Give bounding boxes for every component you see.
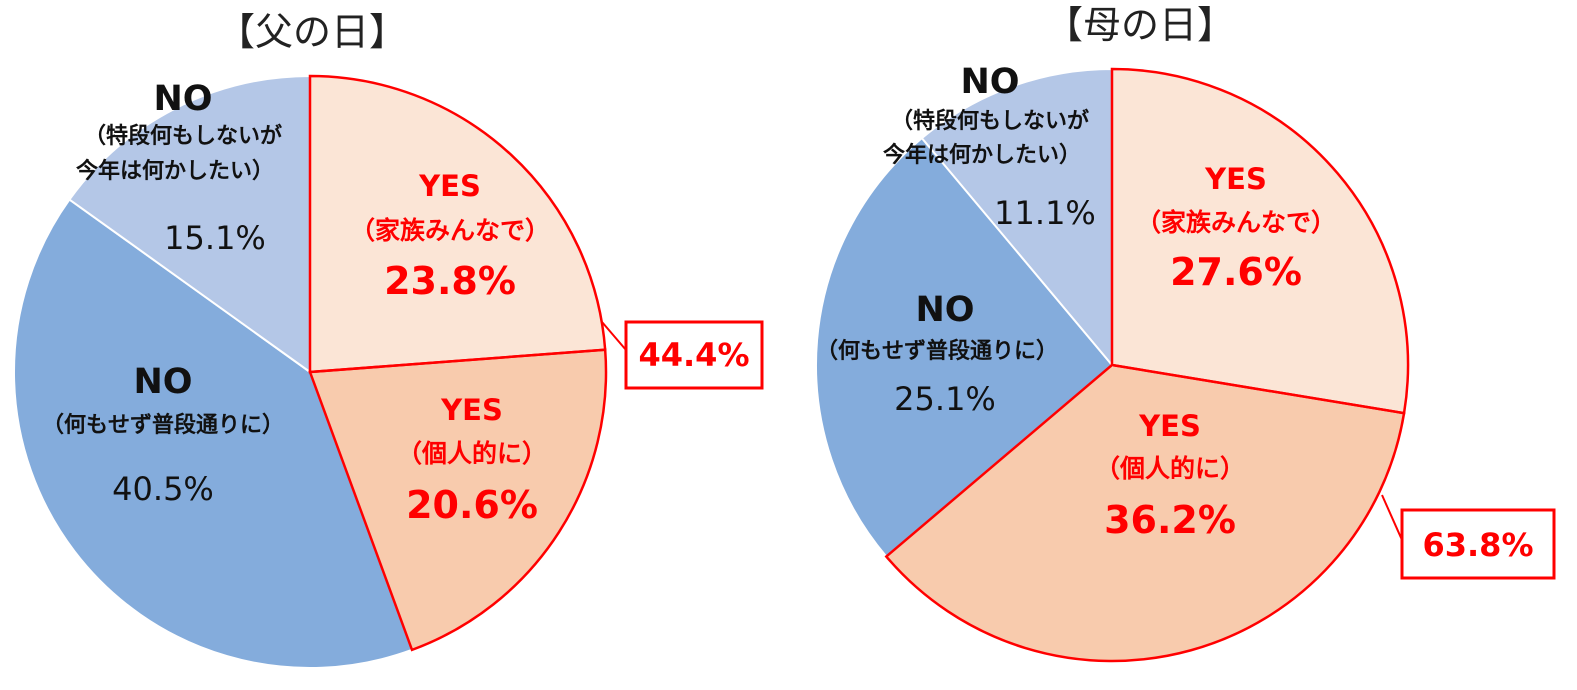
mothers-yes-personal-sublabel: （個人的に） bbox=[1095, 454, 1245, 483]
fathers-day-slice-no-usual bbox=[12, 198, 414, 669]
mothers-no-usual-label: NO bbox=[915, 290, 974, 330]
fathers-yes-family-sublabel: （家族みんなで） bbox=[350, 216, 550, 245]
fathers-yes-personal-sublabel: （個人的に） bbox=[397, 439, 547, 468]
fathers-yes-total-leader bbox=[601, 321, 627, 351]
mothers-no-want-value: 11.1% bbox=[994, 194, 1096, 232]
fathers-no-want-sublabel-line1: （特段何もしないが bbox=[84, 123, 282, 149]
fathers-no-want-sublabel-line2: 今年は何かしたい） bbox=[76, 158, 274, 184]
mothers-yes-total-box bbox=[1400, 508, 1556, 580]
mothers-yes-total-value: 63.8% bbox=[1422, 526, 1533, 564]
mothers-day-slice-yes-family bbox=[1111, 67, 1409, 415]
fathers-yes-total-value: 44.4% bbox=[638, 336, 749, 374]
mothers-no-usual-value: 25.1% bbox=[894, 380, 996, 418]
fathers-yes-family-label: YES bbox=[418, 169, 481, 203]
fathers-no-usual-label: NO bbox=[133, 362, 192, 402]
fathers-day-slice-outline-yes-personal bbox=[308, 348, 608, 652]
mothers-no-want-label: NO bbox=[960, 62, 1019, 102]
fathers-no-usual-value: 40.5% bbox=[112, 470, 214, 508]
mothers-day-slice-no-want bbox=[920, 67, 1113, 368]
mothers-no-usual-sublabel: （何もせず普段通りに） bbox=[816, 338, 1058, 364]
mothers-no-want-sublabel-line1: （特段何もしないが bbox=[891, 108, 1089, 134]
fathers-no-want-value: 15.1% bbox=[164, 219, 266, 257]
mothers-yes-personal-label: YES bbox=[1138, 409, 1201, 443]
fathers-no-usual-sublabel: （何もせず普段通りに） bbox=[42, 412, 284, 438]
fathers-yes-family-value: 23.8% bbox=[384, 259, 516, 303]
fathers-day-slice-outline-yes-family bbox=[308, 74, 607, 374]
mothers-day-slice-outline-yes-personal bbox=[884, 363, 1406, 663]
mothers-day-title: 【母の日】 bbox=[1045, 3, 1235, 47]
mothers-yes-total-leader bbox=[1381, 494, 1403, 541]
mothers-yes-family-sublabel: （家族みんなで） bbox=[1136, 208, 1336, 237]
fathers-yes-total-box bbox=[624, 320, 764, 390]
fathers-day-pie: 【父の日】 YES （家族みんなで） 23.8% YES （個人的に） 20.6… bbox=[12, 10, 764, 669]
fathers-day-slice-no-want bbox=[68, 74, 311, 374]
fathers-yes-personal-label: YES bbox=[440, 393, 503, 427]
mothers-day-slice-outline-yes-family bbox=[1110, 67, 1410, 415]
mothers-day-slice-no-usual bbox=[815, 136, 1114, 558]
mothers-no-want-sublabel-line2: 今年は何かしたい） bbox=[883, 142, 1081, 168]
fathers-yes-personal-value: 20.6% bbox=[406, 483, 538, 527]
mothers-yes-personal-value: 36.2% bbox=[1104, 498, 1236, 542]
mothers-day-slices bbox=[815, 67, 1410, 663]
fathers-day-slices bbox=[12, 74, 608, 669]
mothers-day-pie: 【母の日】 YES （家族みんなで） 27.6% YES （個人的に） 36.2… bbox=[815, 3, 1556, 663]
mothers-yes-family-value: 27.6% bbox=[1170, 250, 1302, 294]
fathers-day-title: 【父の日】 bbox=[217, 10, 407, 54]
fathers-no-want-label: NO bbox=[153, 79, 212, 119]
mothers-yes-family-label: YES bbox=[1204, 162, 1267, 196]
